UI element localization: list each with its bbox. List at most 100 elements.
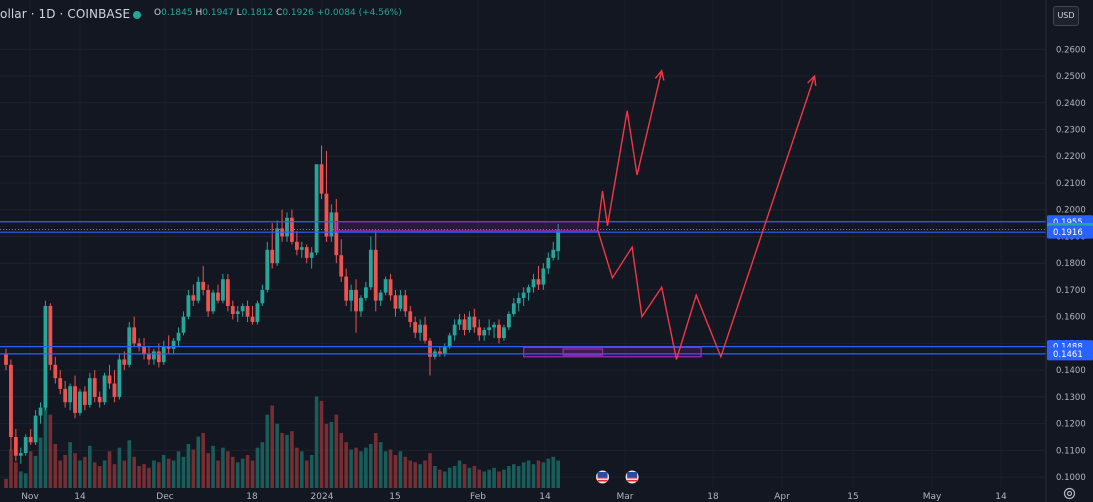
volume-bar: [521, 462, 526, 488]
candle-body: [147, 354, 151, 360]
candle-body: [216, 292, 220, 301]
price-label-text: 0.1916: [1053, 228, 1083, 238]
candle-body: [58, 378, 63, 389]
volume-bar: [364, 447, 368, 488]
volume-bar: [433, 466, 437, 488]
high-label: H: [195, 8, 203, 18]
time-axis[interactable]: Nov 14 Dec 18 2024 15 Feb 14 Mar 18 Apr 15 May 14: [21, 492, 1007, 502]
y-tick-label: 0.1400: [1056, 366, 1086, 376]
y-tick-label: 0.2400: [1056, 99, 1086, 109]
candle-body: [23, 436, 28, 454]
volume-bar: [408, 460, 413, 488]
x-tick-label: 18: [707, 492, 719, 502]
candle-body: [240, 305, 245, 312]
candle-body: [250, 316, 255, 323]
symbol-title[interactable]: ollar · 1D · COINBASE: [0, 7, 131, 21]
candle-body: [270, 249, 275, 264]
volume-bar: [14, 462, 18, 488]
volume-bar: [38, 437, 43, 488]
projection-path: [596, 75, 816, 360]
volume-bar: [147, 467, 151, 488]
price-label-box: [1047, 225, 1093, 239]
candle-body: [18, 453, 23, 456]
candle-body: [393, 295, 398, 309]
candle-body: [521, 292, 526, 298]
volume-bar: [9, 449, 13, 488]
x-tick-label: 18: [246, 492, 258, 502]
x-tick-label: 14: [995, 492, 1007, 502]
volume-bar: [97, 466, 102, 488]
y-tick-label: 0.1100: [1056, 446, 1086, 456]
candle-body: [541, 268, 546, 285]
candle-body: [97, 396, 102, 403]
x-tick-label: Dec: [156, 492, 173, 502]
price-label-text: 0.1955: [1053, 218, 1083, 228]
x-tick-label: 2024: [311, 492, 334, 502]
volume-bar: [334, 414, 339, 488]
volume-bar: [541, 462, 546, 488]
volume-bar: [344, 442, 348, 488]
volume-bar: [53, 444, 58, 488]
price-axis[interactable]: 0.2600 0.2500 0.2400 0.2300 0.2200 0.2100 0.20…: [1045, 0, 1086, 502]
candle-body: [546, 257, 551, 269]
currency-button[interactable]: USD: [1053, 6, 1079, 26]
candle-body: [383, 279, 388, 293]
candle-body: [152, 351, 156, 360]
candle-body: [38, 407, 43, 416]
candle-body: [53, 364, 58, 379]
volume-bar: [438, 469, 442, 488]
candle-body: [294, 241, 299, 250]
candle-body: [452, 324, 457, 336]
candle-body: [373, 249, 378, 301]
volume-bar: [423, 460, 427, 488]
x-tick-label: Feb: [470, 492, 486, 502]
volume-bar: [482, 471, 487, 488]
projection-arrowhead: [654, 69, 665, 81]
volume-bar: [216, 460, 220, 488]
volume-bar: [88, 445, 92, 488]
volume-bar: [546, 458, 551, 488]
event-markers[interactable]: [595, 469, 640, 485]
volume-bar: [487, 469, 491, 488]
volume-bar: [285, 434, 289, 488]
volume-bar: [18, 471, 23, 488]
open-value: 0.1845: [161, 8, 193, 18]
volume-bar: [250, 460, 255, 488]
volume-bar: [127, 440, 132, 488]
candle-body: [166, 346, 171, 349]
volume-bar: [240, 458, 245, 488]
candle-body: [87, 378, 92, 405]
y-tick-label: 0.1200: [1056, 420, 1086, 430]
volume-bar: [497, 471, 501, 488]
candle-body: [304, 247, 309, 258]
volume-bar: [477, 469, 482, 488]
candle-body: [181, 316, 186, 333]
horizontal-lines[interactable]: [0, 221, 1046, 355]
candle-body: [447, 335, 452, 347]
candle-body: [349, 289, 353, 301]
volume-bar: [551, 456, 556, 488]
volume-bar: [354, 447, 358, 488]
y-tick-label: 0.1700: [1056, 286, 1086, 296]
volume-bar: [63, 455, 67, 488]
candle-body: [4, 354, 8, 365]
candle-body: [132, 327, 137, 344]
volume-bar: [467, 467, 472, 488]
volume-bar: [137, 466, 141, 488]
candle-body: [191, 295, 196, 301]
projection-paths[interactable]: [596, 69, 817, 360]
candle-body: [354, 289, 358, 312]
market-status-icon: [133, 11, 141, 19]
candle-body: [73, 386, 77, 413]
candle-body: [359, 297, 363, 312]
candle-body: [186, 295, 191, 317]
volume-bar: [511, 464, 516, 488]
x-tick-label: 14: [539, 492, 551, 502]
x-tick-label: May: [923, 492, 942, 502]
y-tick-label: 0.2100: [1056, 179, 1086, 189]
settings-icon[interactable]: [1063, 487, 1076, 500]
x-tick-label: Mar: [617, 492, 634, 502]
candle-body: [403, 295, 408, 312]
y-tick-label: 0.1800: [1056, 259, 1086, 269]
